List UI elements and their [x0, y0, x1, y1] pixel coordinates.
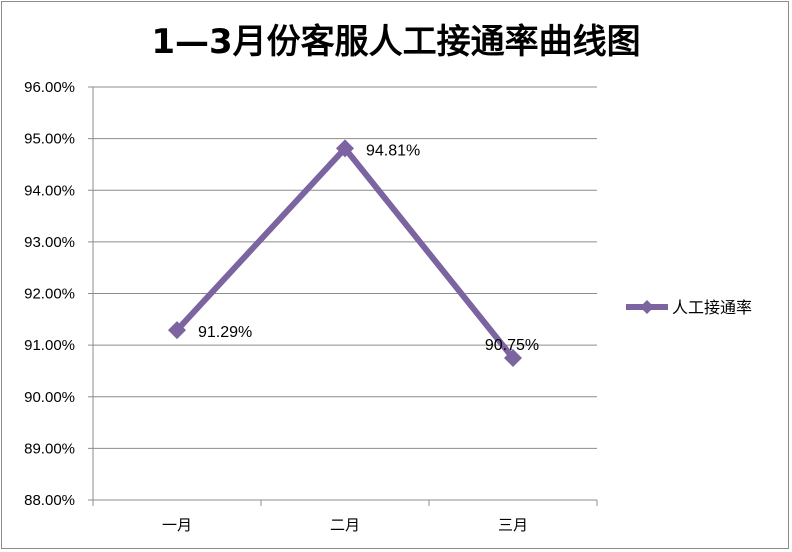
y-tick-label: 90.00% — [24, 389, 75, 406]
y-tick-label: 92.00% — [24, 286, 75, 303]
gridlines — [88, 86, 598, 506]
x-axis-ticks: 一月 二月 三月 — [162, 517, 528, 534]
chart-title: 1—3月份客服人工接通率曲线图 — [151, 22, 641, 62]
y-tick-label: 88.00% — [24, 492, 75, 509]
data-point-marker — [168, 321, 186, 340]
data-label: 94.81% — [366, 142, 420, 159]
y-tick-label: 94.00% — [24, 182, 75, 199]
y-tick-label: 89.00% — [24, 440, 75, 457]
data-label: 90.75% — [485, 337, 539, 354]
x-tick-label: 三月 — [498, 517, 528, 534]
y-axis-ticks: 88.00% 89.00% 90.00% 91.00% 92.00% 93.00% 94.0… — [24, 79, 75, 509]
series-group: 91.29% 94.81% 90.75% — [168, 139, 539, 368]
y-tick-label: 95.00% — [24, 131, 75, 148]
legend-marker — [640, 300, 654, 314]
legend: 人工接通率 — [626, 298, 752, 317]
data-point-marker — [336, 139, 354, 158]
y-tick-label: 96.00% — [24, 79, 75, 96]
y-tick-label: 91.00% — [24, 337, 75, 354]
x-tick-label: 一月 — [162, 517, 192, 534]
x-tick-label: 二月 — [330, 517, 360, 534]
data-point-marker — [504, 349, 522, 368]
data-label: 91.29% — [198, 324, 252, 341]
legend-label: 人工接通率 — [672, 298, 752, 317]
y-tick-label: 93.00% — [24, 234, 75, 251]
